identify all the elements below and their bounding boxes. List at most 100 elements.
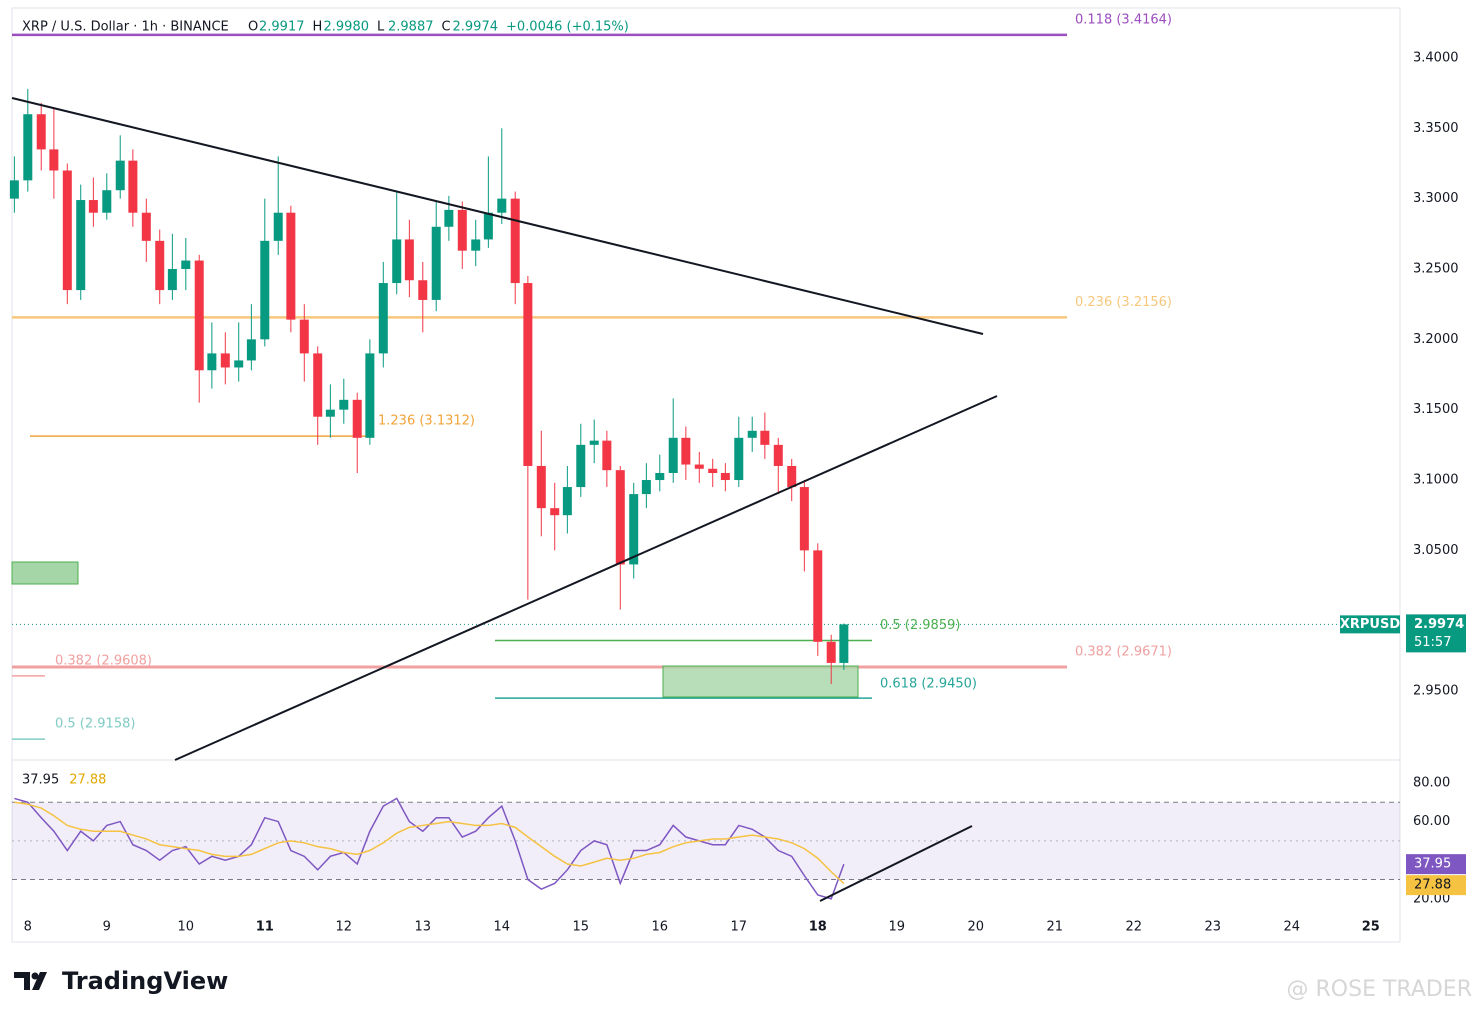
- x-tick-label: 10: [178, 920, 195, 935]
- candle-body: [286, 212, 296, 320]
- fib-label: 0.382 (2.9608): [55, 653, 152, 668]
- y-tick-label: 3.2500: [1413, 261, 1459, 276]
- candle-body: [641, 480, 651, 495]
- candle-body: [260, 240, 270, 340]
- candle-body: [49, 149, 59, 171]
- trendline: [174, 395, 998, 761]
- candle-body: [36, 114, 46, 150]
- plot-frame: [11, 7, 1401, 943]
- candle-body: [378, 283, 388, 354]
- x-tick-label: 16: [652, 920, 669, 935]
- x-tick-label: 14: [494, 920, 511, 935]
- fib-label: 0.118 (3.4164): [1075, 12, 1172, 27]
- candle-body: [207, 353, 217, 371]
- candle-body: [325, 409, 335, 417]
- fib-label: 0.5 (2.9158): [55, 717, 135, 732]
- candle-body: [576, 444, 586, 488]
- candle-body: [299, 319, 309, 354]
- tradingview-logo: TradingView: [14, 967, 228, 995]
- y-tick-label: 2.9500: [1413, 684, 1459, 699]
- watermark: @ ROSE TRADER: [1287, 977, 1472, 1002]
- candle-body: [773, 444, 783, 466]
- ohlc-value: 2.9980: [324, 20, 370, 35]
- rsi-legend-value: 27.88: [69, 773, 106, 788]
- ohlc-label: H: [313, 20, 323, 35]
- rsi-tag: 37.95: [1414, 857, 1451, 872]
- price-tag-bg: [1406, 614, 1466, 653]
- candle-body: [629, 494, 639, 565]
- candle-body: [602, 440, 612, 471]
- y-tick-label: 3.0500: [1413, 543, 1459, 558]
- x-tick-label: 25: [1362, 920, 1380, 935]
- candle-body: [76, 200, 86, 291]
- symbol-tag-bg: [1340, 615, 1400, 634]
- candle-body: [392, 239, 402, 284]
- price-tag: 2.9974: [1414, 617, 1464, 632]
- logo-mark: [14, 972, 47, 990]
- fib-label: 0.5 (2.9859): [880, 618, 960, 633]
- x-tick-label: 20: [968, 920, 985, 935]
- rsi-tick-label: 80.00: [1413, 775, 1450, 790]
- y-tick-label: 3.1500: [1413, 402, 1459, 417]
- ohlc-label: O: [248, 20, 258, 35]
- candle-body: [708, 468, 718, 473]
- candle-body: [273, 212, 283, 241]
- ohlc-legend: O 2.9917 H 2.9980 L 2.9887 C 2.9974 +0.0046 (+0.…: [248, 20, 629, 35]
- x-tick-label: 24: [1283, 920, 1300, 935]
- candle-body: [352, 399, 362, 438]
- y-tick-label: 3.4000: [1413, 50, 1459, 65]
- candle-body: [799, 487, 809, 551]
- fib-label: 0.236 (3.2156): [1075, 295, 1172, 310]
- change: +0.0046 (+0.15%): [506, 20, 629, 35]
- candle-body: [523, 283, 533, 466]
- candle-body: [88, 200, 98, 213]
- brand: TradingView: [62, 967, 228, 995]
- fib-label: 1.236 (3.1312): [378, 414, 475, 429]
- rsi-tag-bg: [1406, 854, 1466, 875]
- trendline: [11, 97, 984, 335]
- candle-body: [444, 209, 454, 227]
- fib-label: 0.618 (2.9450): [880, 677, 977, 692]
- candle-body: [431, 226, 441, 300]
- candle-body: [141, 212, 151, 241]
- candle-body: [497, 198, 507, 213]
- overlay-layer: O 2.9917 H 2.9980 L 2.9887 C 2.9974 +0.0046 (+0.…: [22, 12, 1466, 935]
- x-tick-label: 17: [731, 920, 748, 935]
- ohlc-label: C: [442, 20, 451, 35]
- candle-body: [734, 437, 744, 481]
- candle-body: [747, 430, 757, 438]
- candle-body: [787, 465, 797, 488]
- y-tick-label: 3.2000: [1413, 332, 1459, 347]
- candle-body: [62, 170, 72, 291]
- candle-body: [720, 472, 730, 481]
- y-tick-label: 3.3500: [1413, 121, 1459, 136]
- x-tick-label: 23: [1205, 920, 1222, 935]
- candle-body: [115, 160, 125, 191]
- candle-body: [155, 240, 165, 291]
- x-tick-label: 18: [809, 920, 827, 935]
- x-tick-label: 13: [415, 920, 432, 935]
- zone-box: [11, 561, 79, 585]
- x-tick-label: 21: [1047, 920, 1064, 935]
- symbol-tag: XRPUSD: [1340, 617, 1400, 632]
- candle-body: [694, 464, 704, 469]
- logo-dot: [31, 972, 39, 980]
- candle-body: [655, 472, 665, 481]
- candle-body: [668, 437, 678, 473]
- y-tick-label: 3.1000: [1413, 473, 1459, 488]
- x-tick-label: 8: [24, 920, 32, 935]
- rsi-tag: 27.88: [1414, 878, 1451, 893]
- zone-box: [662, 665, 859, 698]
- rsi-band: [12, 802, 1400, 880]
- rsi-tick-label: 60.00: [1413, 814, 1450, 829]
- candle-body: [194, 260, 204, 371]
- candle-body: [681, 437, 691, 465]
- candle-body: [404, 239, 414, 281]
- candle-body: [760, 430, 770, 445]
- x-tick-label: 11: [256, 920, 274, 935]
- candle-body: [102, 190, 112, 213]
- candle-body: [615, 470, 625, 565]
- rsi-legend-value: 37.95: [22, 773, 59, 788]
- candle-body: [9, 180, 19, 199]
